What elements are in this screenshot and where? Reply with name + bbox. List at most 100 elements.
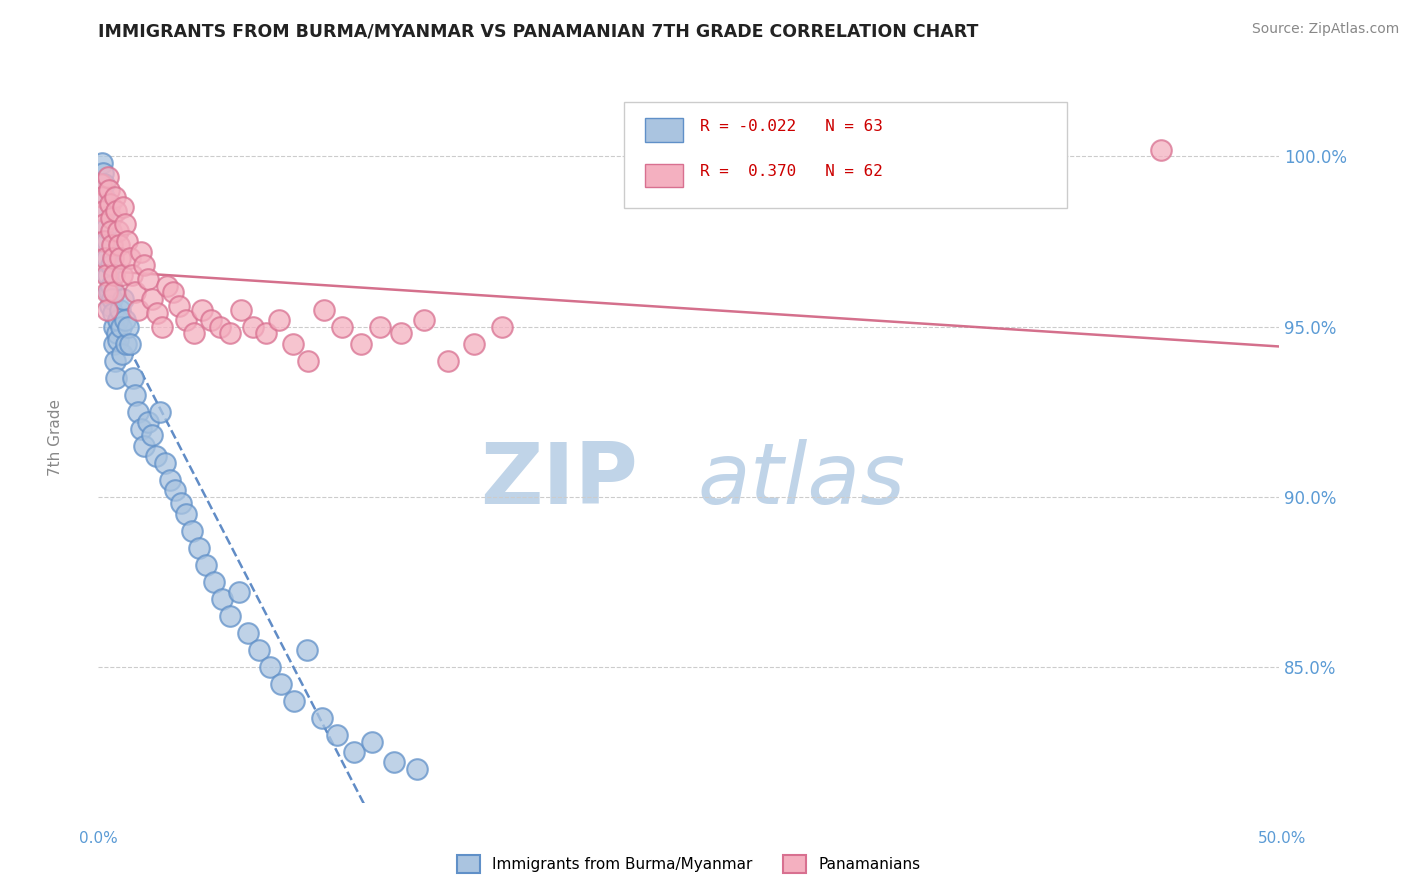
Point — [107, 333, 129, 347]
Point — [361, 734, 384, 748]
Point — [103, 268, 125, 283]
Point — [150, 319, 173, 334]
Point — [156, 278, 179, 293]
Point — [283, 336, 305, 351]
Point — [93, 190, 115, 204]
Point — [174, 312, 197, 326]
FancyBboxPatch shape — [645, 163, 683, 187]
Point — [118, 252, 141, 266]
Point — [134, 439, 156, 453]
Point — [93, 218, 115, 232]
Point — [94, 252, 117, 266]
Point — [101, 293, 124, 307]
Point — [228, 585, 250, 599]
Point — [110, 347, 132, 361]
Point — [202, 574, 225, 589]
Point — [349, 336, 371, 351]
Point — [96, 235, 118, 249]
Point — [138, 272, 160, 286]
Point — [103, 336, 125, 351]
Point — [105, 370, 128, 384]
Point — [165, 483, 187, 497]
Point — [167, 299, 190, 313]
Point — [94, 203, 117, 218]
Text: R =  0.370   N = 62: R = 0.370 N = 62 — [700, 164, 883, 179]
Point — [97, 169, 120, 184]
Point — [169, 496, 191, 510]
Point — [112, 201, 135, 215]
Point — [463, 336, 485, 351]
Point — [98, 299, 121, 313]
Point — [413, 312, 436, 326]
Text: ZIP: ZIP — [481, 440, 638, 523]
Point — [120, 336, 142, 351]
Point — [108, 252, 131, 266]
Point — [187, 541, 209, 555]
Point — [138, 415, 160, 429]
Point — [107, 312, 129, 326]
Point — [247, 642, 270, 657]
Point — [219, 326, 242, 341]
Point — [91, 190, 114, 204]
Point — [330, 319, 353, 334]
Point — [259, 659, 281, 673]
Point — [104, 190, 127, 204]
Point — [159, 473, 181, 487]
Point — [219, 608, 242, 623]
Point — [100, 224, 122, 238]
Point — [98, 197, 121, 211]
Point — [100, 278, 122, 293]
Text: R = -0.022   N = 63: R = -0.022 N = 63 — [700, 119, 883, 134]
Point — [110, 268, 132, 283]
FancyBboxPatch shape — [645, 118, 683, 142]
Text: IMMIGRANTS FROM BURMA/MYANMAR VS PANAMANIAN 7TH GRADE CORRELATION CHART: IMMIGRANTS FROM BURMA/MYANMAR VS PANAMAN… — [98, 22, 979, 40]
Point — [94, 268, 117, 283]
Point — [117, 319, 139, 334]
Point — [121, 268, 143, 283]
Point — [174, 507, 197, 521]
Point — [101, 306, 124, 320]
Text: atlas: atlas — [697, 440, 905, 523]
Point — [326, 728, 349, 742]
Point — [437, 353, 460, 368]
Point — [131, 244, 153, 259]
Point — [127, 404, 149, 418]
Point — [297, 642, 319, 657]
Point — [103, 285, 125, 300]
Point — [108, 238, 131, 252]
Point — [112, 293, 135, 307]
Text: 50.0%: 50.0% — [1258, 831, 1306, 846]
Point — [115, 336, 138, 351]
Point — [131, 421, 153, 435]
Point — [107, 224, 129, 238]
Point — [141, 428, 163, 442]
Point — [91, 203, 114, 218]
Point — [162, 285, 184, 300]
Point — [145, 449, 167, 463]
Point — [146, 306, 169, 320]
Point — [181, 524, 204, 538]
Point — [127, 302, 149, 317]
Point — [183, 326, 205, 341]
Point — [93, 235, 115, 249]
Point — [97, 268, 120, 283]
Point — [1150, 143, 1173, 157]
Point — [134, 258, 156, 272]
Point — [115, 235, 138, 249]
Point — [283, 694, 305, 708]
Point — [98, 285, 121, 300]
Point — [491, 319, 513, 334]
Point — [191, 302, 214, 317]
Point — [312, 302, 335, 317]
Point — [110, 319, 132, 334]
Point — [96, 302, 118, 317]
Point — [93, 177, 115, 191]
Point — [91, 166, 114, 180]
Point — [153, 456, 176, 470]
Point — [105, 326, 128, 341]
Point — [108, 302, 131, 317]
Point — [105, 203, 128, 218]
Point — [104, 353, 127, 368]
Point — [242, 319, 264, 334]
Point — [368, 319, 391, 334]
